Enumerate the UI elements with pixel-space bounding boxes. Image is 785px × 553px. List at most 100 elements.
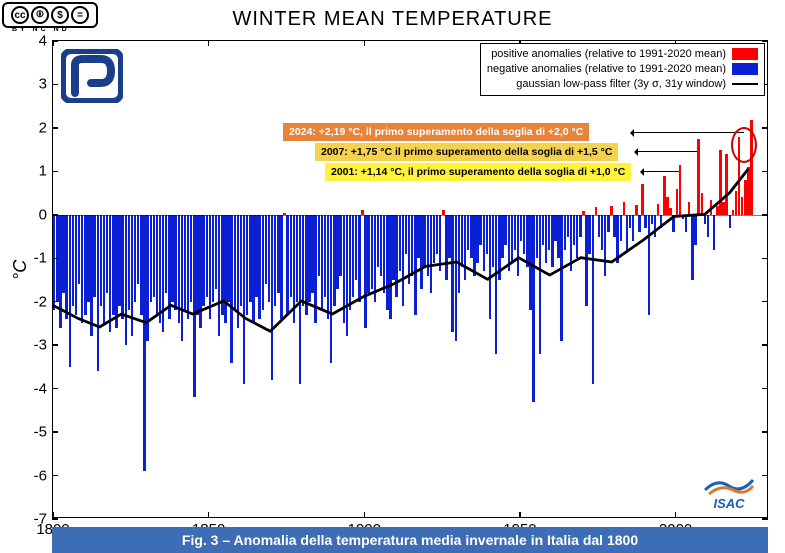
anomaly-bar (84, 215, 86, 315)
anomaly-bar (676, 189, 678, 215)
anomaly-bar (181, 215, 183, 341)
legend-pos-swatch (732, 48, 758, 60)
anomaly-bar (174, 215, 176, 311)
anomaly-bar (234, 215, 236, 311)
anomaly-bar (476, 215, 478, 263)
anomaly-bar (423, 215, 425, 267)
anomaly-bar (741, 197, 743, 214)
anomaly-bar (694, 215, 696, 245)
anomaly-bar (747, 167, 749, 215)
anomaly-bar (165, 215, 167, 293)
anomaly-bar (150, 215, 152, 302)
anomaly-bar (414, 215, 416, 315)
anomaly-bar (302, 215, 304, 306)
anomaly-bar (168, 215, 170, 319)
anomaly-bar (672, 215, 674, 232)
figure-caption: Fig. 3 – Anomalia della temperatura medi… (52, 527, 768, 553)
anomaly-bar (532, 215, 534, 402)
anomaly-bar (417, 215, 419, 258)
cc-license-badge: cc🅯$= (2, 2, 98, 28)
anomaly-bar (112, 215, 114, 315)
anomaly-bar (710, 200, 712, 215)
anomaly-bar (78, 215, 80, 285)
legend: positive anomalies (relative to 1991-202… (480, 43, 765, 96)
anomaly-bar (364, 215, 366, 328)
anomaly-bar (336, 215, 338, 289)
anomaly-bar (249, 215, 251, 302)
anomaly-bar (128, 215, 130, 311)
anomaly-bar (87, 215, 89, 302)
anomaly-bar (576, 215, 578, 258)
y-tick-label: 1 (39, 163, 47, 180)
chart-title: WINTER MEAN TEMPERATURE (232, 8, 552, 31)
anomaly-bar (146, 215, 148, 341)
anomaly-bar (131, 215, 133, 337)
anomaly-bar (598, 215, 600, 237)
anomaly-bar (327, 215, 329, 319)
anomaly-bar (399, 215, 401, 271)
anomaly-bar (377, 215, 379, 267)
anomaly-bar (539, 215, 541, 354)
anomaly-bar (290, 215, 292, 298)
arrow-2007 (635, 151, 697, 152)
y-tick-label: -2 (34, 293, 47, 310)
anomaly-bar (171, 215, 173, 302)
anomaly-bar (215, 215, 217, 289)
legend-neg-label: negative anomalies (relative to 1991-202… (487, 62, 726, 77)
anomaly-bar (178, 215, 180, 324)
anomaly-bar (635, 205, 637, 215)
anomaly-bar (296, 215, 298, 302)
anomaly-bar (554, 215, 556, 241)
anomaly-bar (473, 215, 475, 276)
anomaly-bar (69, 215, 71, 367)
anomaly-bar (448, 215, 450, 258)
anomaly-bar (343, 215, 345, 324)
anomaly-bar (109, 215, 111, 332)
legend-neg-swatch (732, 63, 758, 75)
anomaly-bar (716, 206, 718, 215)
anomaly-bar (573, 215, 575, 245)
anomaly-bar (436, 215, 438, 254)
anomaly-bar (333, 215, 335, 306)
y-tick-label: -1 (34, 250, 47, 267)
anomaly-bar (607, 215, 609, 232)
anomaly-bar (626, 215, 628, 250)
anomaly-bar (125, 215, 127, 345)
anomaly-bar (349, 215, 351, 311)
anomaly-bar (184, 215, 186, 311)
anomaly-bar (498, 215, 500, 280)
anomaly-bar (520, 215, 522, 241)
anomaly-bar (237, 215, 239, 328)
y-tick-label: -5 (34, 424, 47, 441)
anomaly-bar (134, 215, 136, 302)
anomaly-bar (196, 215, 198, 315)
anomaly-bar (62, 215, 64, 293)
anomaly-bar (314, 215, 316, 324)
anomaly-bar (65, 215, 67, 319)
anomaly-bar (420, 215, 422, 289)
anomaly-bar (511, 215, 513, 263)
anomaly-bar (529, 215, 531, 311)
anomaly-bar (542, 215, 544, 245)
anomaly-bar (464, 215, 466, 280)
anomaly-bar (274, 215, 276, 306)
anomaly-bar (339, 215, 341, 276)
anomaly-bar (470, 215, 472, 258)
anomaly-bar (277, 215, 279, 293)
y-tick-label: 3 (39, 76, 47, 93)
anomaly-bar (663, 176, 665, 215)
plot-area: positive anomalies (relative to 1991-202… (52, 40, 768, 518)
anomaly-bar (143, 215, 145, 471)
anomaly-bar (601, 215, 603, 250)
anomaly-bar (548, 215, 550, 250)
anomaly-bar (383, 215, 385, 293)
anomaly-bar (517, 215, 519, 276)
anomaly-bar (613, 215, 615, 237)
anomaly-bar (230, 215, 232, 363)
anomaly-bar (629, 215, 631, 228)
anomaly-bar (374, 215, 376, 302)
anomaly-bar (243, 215, 245, 384)
anomaly-bar (536, 215, 538, 258)
anomaly-bar (744, 180, 746, 215)
anomaly-bar (638, 215, 640, 232)
